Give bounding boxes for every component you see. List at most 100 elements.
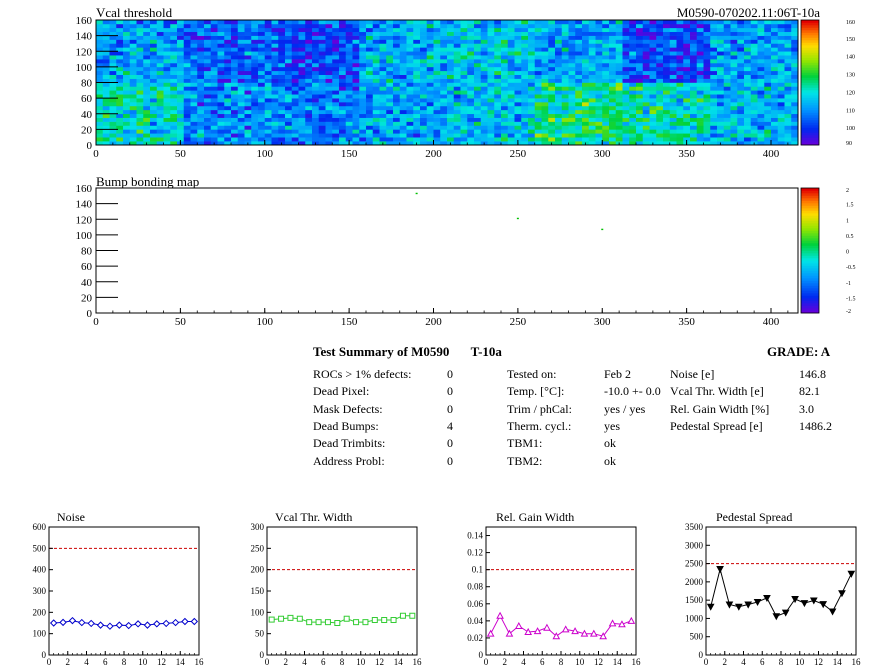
heat-cell	[129, 78, 137, 83]
heat-cell	[642, 62, 650, 68]
summary-value: 0	[447, 384, 453, 399]
heat-cell	[143, 133, 151, 138]
heat-cell	[359, 141, 367, 146]
heat-cell	[642, 113, 650, 118]
heat-cell	[339, 90, 347, 95]
heat-cell	[447, 82, 455, 87]
heat-cell	[609, 23, 617, 29]
heat-cell	[521, 137, 529, 142]
heat-cell	[460, 102, 468, 107]
heat-cell	[771, 35, 779, 40]
mini-chart-frame	[266, 526, 418, 656]
heat-cell	[541, 74, 549, 79]
heat-cell	[231, 94, 239, 99]
heat-cell	[649, 59, 657, 64]
heat-cell	[757, 109, 765, 115]
palette-swatch	[801, 310, 819, 314]
heat-cell	[764, 39, 772, 44]
heat-cell	[372, 62, 380, 68]
heat-cell	[588, 66, 596, 72]
x-tick-label: 0	[484, 657, 489, 667]
heat-cell	[264, 121, 272, 126]
heat-cell	[440, 70, 448, 75]
heat-cell	[271, 43, 279, 48]
heat-cell	[447, 39, 455, 44]
heat-cell	[393, 105, 401, 111]
heat-cell	[278, 117, 286, 122]
heat-cell	[777, 27, 785, 33]
heat-cell	[629, 39, 637, 44]
heat-cell	[251, 82, 259, 87]
y-tick-label: 0.12	[467, 548, 483, 558]
palette-tick-label: 130	[846, 73, 855, 79]
heat-cell	[258, 23, 266, 29]
heat-cell	[494, 23, 502, 29]
heat-cell	[480, 90, 488, 95]
heat-cell	[426, 23, 434, 29]
heat-cell	[791, 74, 799, 79]
heat-cell	[399, 27, 407, 33]
data-point	[381, 617, 388, 624]
heat-cell	[737, 94, 745, 99]
heat-cell	[156, 43, 164, 48]
heat-cell	[386, 74, 394, 79]
heat-cell	[649, 35, 657, 40]
heat-cell	[399, 66, 407, 72]
heat-cell	[501, 141, 509, 146]
heat-cell	[595, 59, 603, 64]
heat-cell	[109, 51, 117, 56]
heat-cell	[217, 47, 225, 52]
heat-cell	[501, 117, 509, 122]
heat-cell	[420, 78, 428, 83]
heat-cell	[602, 20, 610, 25]
heat-cell	[298, 86, 306, 91]
heat-cell	[595, 51, 603, 56]
heat-cell	[271, 51, 279, 56]
heat-cell	[474, 47, 482, 52]
heat-cell	[642, 35, 650, 40]
heat-cell	[345, 59, 353, 64]
heat-cell	[217, 102, 225, 107]
heat-cell	[352, 59, 360, 64]
heat-cell	[150, 31, 158, 36]
heat-cell	[784, 133, 792, 138]
heat-cell	[737, 47, 745, 52]
heat-cell	[278, 109, 286, 115]
data-point	[68, 616, 77, 625]
heat-cell	[501, 66, 509, 72]
heat-cell	[372, 70, 380, 75]
heat-cell	[460, 59, 468, 64]
heat-cell	[291, 27, 299, 33]
heat-cell	[399, 109, 407, 115]
heat-cell	[622, 55, 630, 60]
heat-cell	[285, 70, 293, 75]
heat-cell	[453, 82, 461, 87]
heat-cell	[231, 90, 239, 95]
heat-cell	[339, 141, 347, 146]
heat-cell	[177, 20, 185, 25]
heat-cell	[656, 70, 664, 75]
heat-cell	[217, 105, 225, 111]
heat-cell	[393, 117, 401, 122]
heat-cell	[690, 117, 698, 122]
summary-value: yes / yes	[604, 401, 646, 416]
heat-cell	[258, 90, 266, 95]
heat-cell	[750, 90, 758, 95]
heat-cell	[170, 105, 178, 111]
heat-cell	[426, 117, 434, 122]
heat-cell	[771, 102, 779, 107]
heat-cell	[791, 129, 799, 134]
heat-cell	[406, 137, 414, 142]
data-point	[324, 619, 331, 626]
heat-cell	[136, 98, 144, 103]
heat-cell	[116, 35, 124, 40]
heat-cell	[595, 117, 603, 122]
heat-cell	[366, 109, 374, 115]
heat-cell	[663, 43, 671, 48]
heat-cell	[312, 66, 320, 72]
heat-cell	[663, 137, 671, 142]
heat-cell	[548, 74, 556, 79]
heat-cell	[737, 27, 745, 33]
heat-cell	[555, 86, 563, 91]
summary-title-text: Test Summary of M0590	[313, 344, 450, 359]
